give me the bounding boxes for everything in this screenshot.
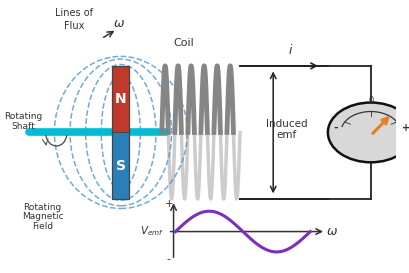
Text: Shaft: Shaft (11, 123, 35, 132)
Text: Rotating: Rotating (4, 112, 42, 121)
Text: $V_{emf}$: $V_{emf}$ (140, 225, 164, 238)
Text: 0: 0 (368, 96, 373, 105)
Text: $\omega$: $\omega$ (113, 17, 125, 30)
Text: Rotating: Rotating (24, 203, 62, 212)
Bar (112, 66, 129, 199)
Text: +: + (164, 199, 173, 209)
Text: emf: emf (277, 130, 297, 140)
Bar (112, 66, 129, 132)
Text: -: - (167, 254, 171, 264)
Text: Field: Field (32, 222, 53, 231)
Circle shape (328, 103, 409, 162)
Text: Magnetic: Magnetic (22, 212, 63, 221)
Text: Induced: Induced (266, 119, 308, 129)
Text: S: S (116, 159, 126, 173)
Text: Coil: Coil (173, 38, 194, 48)
Text: $\omega$: $\omega$ (326, 225, 338, 238)
Text: -: - (333, 123, 338, 133)
Text: +: + (402, 123, 409, 133)
Text: Lines of: Lines of (55, 8, 93, 18)
Text: i: i (289, 44, 292, 57)
Bar (112, 132, 129, 199)
Text: Flux: Flux (64, 22, 84, 31)
Text: N: N (115, 92, 127, 106)
